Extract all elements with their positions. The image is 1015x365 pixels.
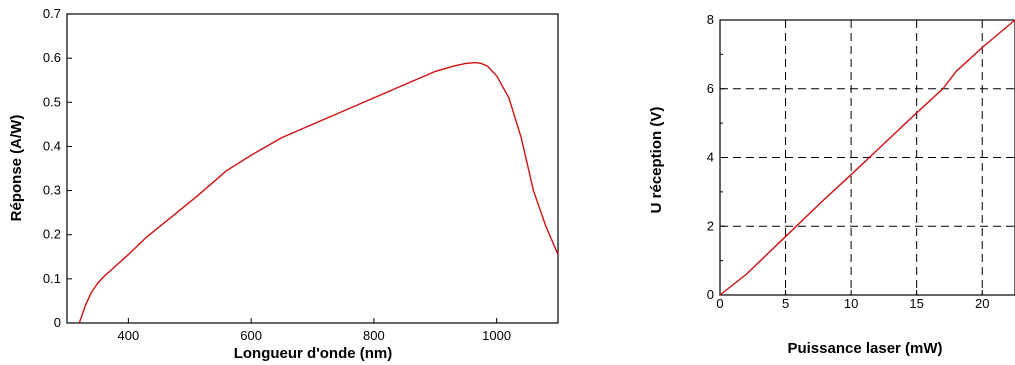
chart1-ytick-label: 0.7 [43,6,61,21]
chart1-xtick-label: 1000 [482,328,511,343]
reception-voltage-chart: Puissance laser (mW) U réception (V) 0 5 1… [648,12,1015,357]
chart1-ytick-label: 0.4 [43,138,61,153]
chart1-ytick-label: 0.6 [43,50,61,65]
chart2-xtick-label: 10 [844,296,858,311]
chart1-xtick-label: 400 [118,328,140,343]
chart2-ytick-label: 6 [707,81,714,96]
responsivity-chart: Longueur d'onde (nm) Réponse (A/W) 400 60… [8,6,559,362]
chart2-xtick-label: 0 [716,296,723,311]
chart1-xtick-label: 600 [240,328,262,343]
chart2-ytick-label: 4 [707,150,714,165]
chart2-series-line [719,19,1015,296]
chart2-xtick-label: 15 [909,296,923,311]
chart1-ytick-label: 0.5 [43,94,61,109]
chart2-xlabel: Puissance laser (mW) [787,340,942,357]
chart1-xtick-label: 800 [363,328,385,343]
chart1-ylabel: Réponse (A/W) [8,115,25,222]
chart2-xtick-label: 20 [975,296,989,311]
chart1-ytick-label: 0 [54,315,61,330]
chart2-ytick-label: 0 [707,287,714,302]
chart1-ytick-label: 0.1 [43,271,61,286]
chart1-series-line [78,61,559,324]
chart2-xtick-label: 5 [782,296,789,311]
chart2-ytick-label: 8 [707,12,714,27]
chart2-ytick-label: 2 [707,218,714,233]
chart1-ytick-label: 0.3 [43,183,61,198]
chart1-frame [66,13,559,324]
chart1-ytick-label: 0.2 [43,227,61,242]
chart2-ylabel: U réception (V) [648,107,665,214]
chart1-xlabel: Longueur d'onde (nm) [234,345,393,362]
